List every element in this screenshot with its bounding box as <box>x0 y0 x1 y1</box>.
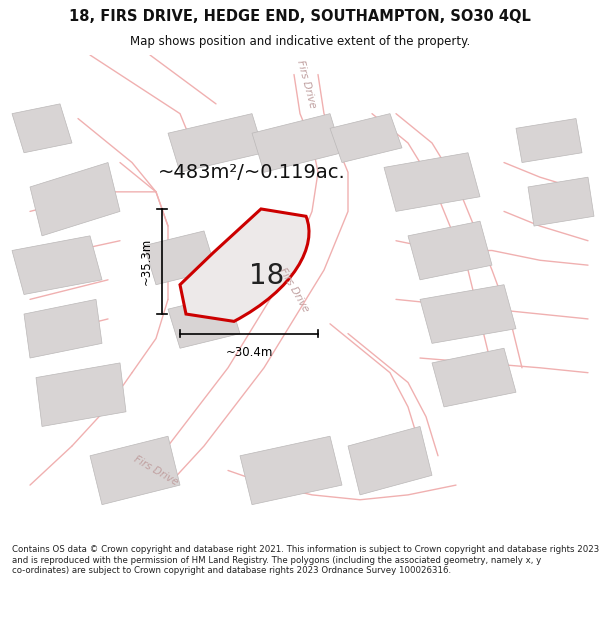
Text: ~30.4m: ~30.4m <box>226 346 272 359</box>
Text: Firs Drive: Firs Drive <box>132 454 180 487</box>
Polygon shape <box>330 114 402 162</box>
Polygon shape <box>90 436 180 504</box>
Polygon shape <box>408 221 492 280</box>
Polygon shape <box>36 363 126 426</box>
Polygon shape <box>252 114 342 172</box>
Polygon shape <box>12 104 72 152</box>
Polygon shape <box>168 294 240 348</box>
Text: Firs Drive: Firs Drive <box>295 59 317 109</box>
Text: ~483m²/~0.119ac.: ~483m²/~0.119ac. <box>158 162 346 182</box>
Text: Firs Drive: Firs Drive <box>277 266 311 314</box>
Polygon shape <box>168 114 264 172</box>
Polygon shape <box>12 236 102 294</box>
Text: Map shows position and indicative extent of the property.: Map shows position and indicative extent… <box>130 35 470 48</box>
Text: 18, FIRS DRIVE, HEDGE END, SOUTHAMPTON, SO30 4QL: 18, FIRS DRIVE, HEDGE END, SOUTHAMPTON, … <box>69 9 531 24</box>
Polygon shape <box>384 152 480 211</box>
Polygon shape <box>420 285 516 343</box>
Polygon shape <box>30 162 120 236</box>
Text: 18: 18 <box>250 262 284 291</box>
Polygon shape <box>432 348 516 407</box>
Polygon shape <box>528 177 594 226</box>
Polygon shape <box>240 436 342 504</box>
Polygon shape <box>516 119 582 162</box>
Polygon shape <box>348 426 432 495</box>
PathPatch shape <box>180 209 309 321</box>
Polygon shape <box>144 231 216 285</box>
Text: Contains OS data © Crown copyright and database right 2021. This information is : Contains OS data © Crown copyright and d… <box>12 546 599 575</box>
Polygon shape <box>24 299 102 358</box>
Text: ~35.3m: ~35.3m <box>140 238 153 285</box>
